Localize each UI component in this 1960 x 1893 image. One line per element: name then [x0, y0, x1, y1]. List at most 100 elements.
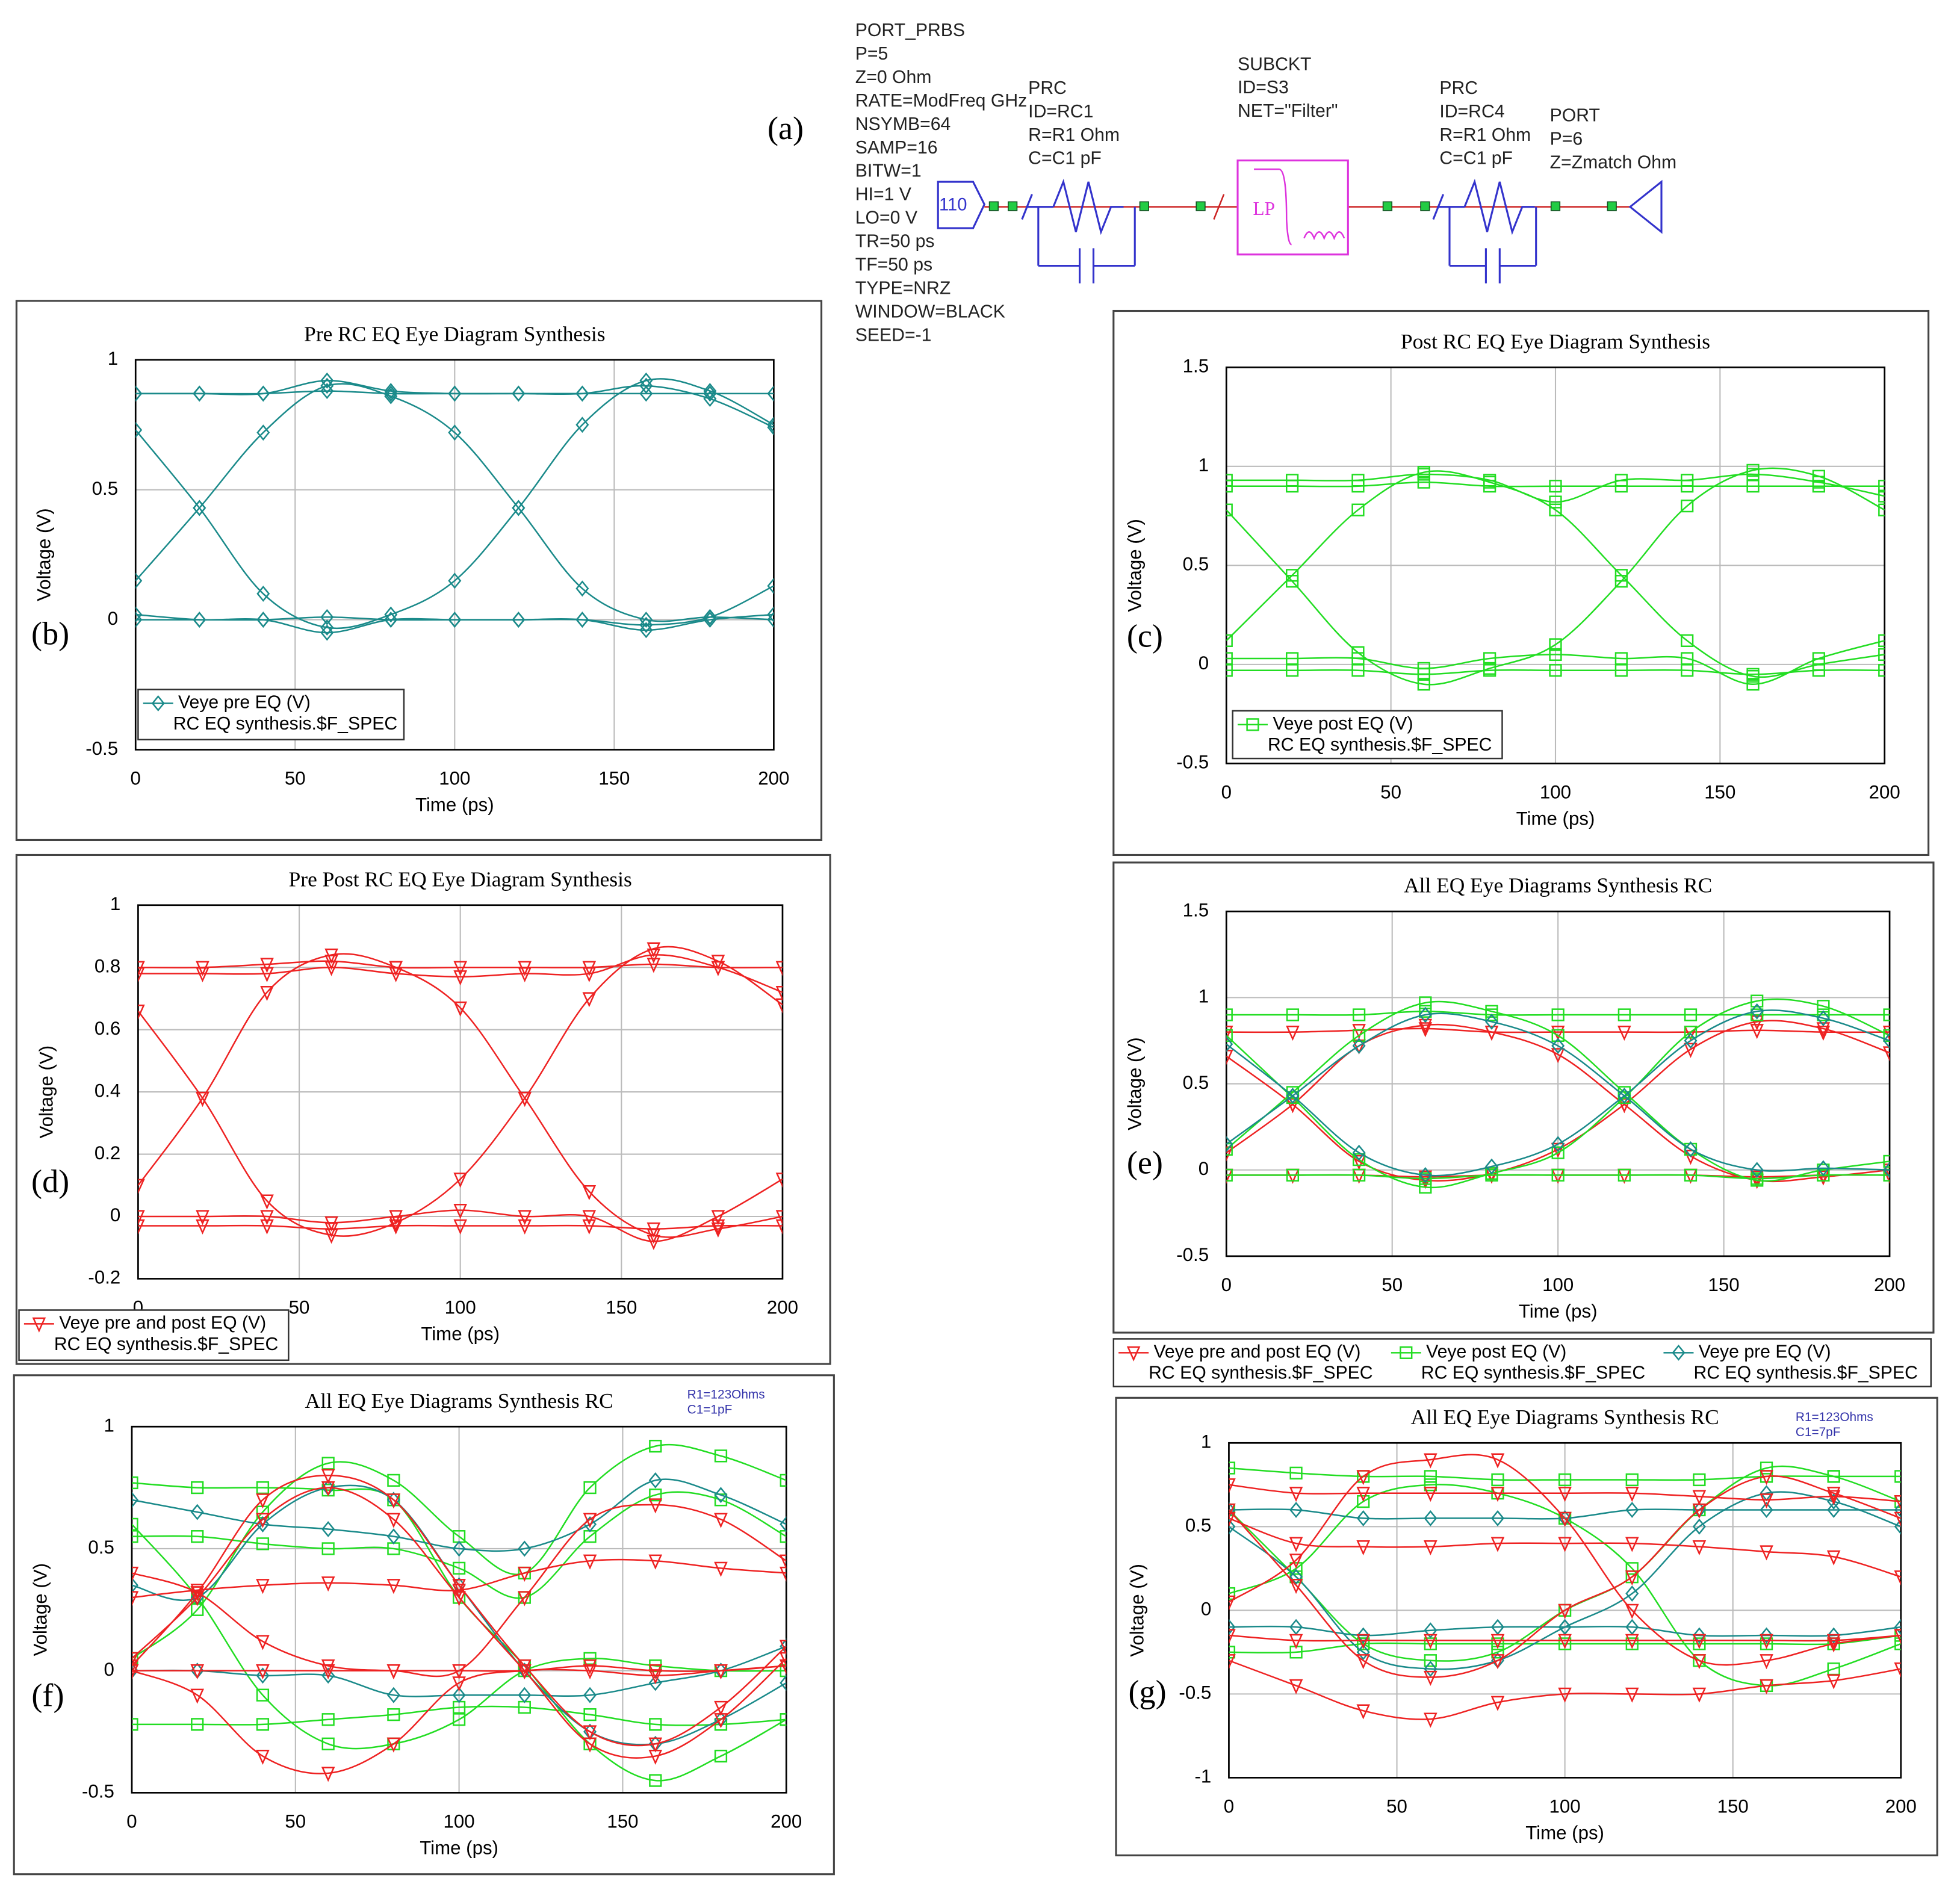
marker — [780, 1473, 787, 1487]
marker — [1894, 1518, 1901, 1535]
marker — [1746, 668, 1760, 681]
x-tick-label: 100 — [1540, 782, 1571, 803]
chart-title: All EQ Eye Diagrams Synthesis RC — [305, 1389, 613, 1413]
marker — [1485, 1168, 1498, 1182]
marker — [1289, 1619, 1303, 1635]
marker — [1229, 1461, 1236, 1475]
marker — [321, 1457, 335, 1470]
schematic — [937, 160, 1663, 283]
marker — [1424, 1540, 1437, 1556]
marker — [448, 385, 462, 402]
marker — [1424, 1510, 1437, 1526]
marker — [639, 612, 653, 628]
trace — [138, 946, 783, 1237]
x-tick-label: 200 — [1885, 1796, 1917, 1817]
marker — [384, 606, 398, 623]
marker — [518, 1591, 532, 1606]
marker — [648, 1498, 663, 1514]
marker — [1684, 1026, 1698, 1039]
trace — [1226, 1020, 1890, 1182]
marker — [780, 1530, 787, 1543]
marker — [1882, 1026, 1890, 1041]
marker — [711, 961, 725, 976]
trace — [1226, 1012, 1890, 1172]
marker — [1692, 1540, 1707, 1556]
y-tick-label: -0.2 — [88, 1267, 120, 1288]
y-tick-label: 0.4 — [95, 1080, 120, 1101]
y-tick-label: 1 — [110, 893, 120, 914]
marker — [256, 1481, 270, 1495]
x-tick-label: 50 — [285, 1811, 306, 1832]
marker — [648, 1472, 662, 1489]
marker — [1760, 1627, 1773, 1644]
component-param: TF=50 ps — [855, 255, 932, 275]
marker — [260, 985, 274, 1002]
marker — [1625, 1487, 1639, 1502]
marker — [1490, 1619, 1504, 1635]
marker — [1894, 1470, 1901, 1483]
marker — [703, 391, 717, 407]
marker — [1760, 1502, 1773, 1518]
marker — [1760, 1637, 1773, 1650]
x-tick-label: 0 — [1221, 782, 1232, 803]
marker — [1417, 476, 1430, 489]
trace — [1229, 1491, 1901, 1670]
trace — [1226, 1011, 1890, 1016]
marker — [1614, 652, 1628, 665]
trace — [138, 1178, 783, 1242]
marker — [138, 1179, 145, 1194]
marker — [1286, 1026, 1300, 1041]
marker — [639, 377, 653, 394]
marker — [1418, 1022, 1433, 1038]
marker — [714, 1664, 728, 1680]
marker — [131, 1718, 138, 1731]
marker — [1490, 1696, 1505, 1711]
legend-marker — [32, 1317, 46, 1333]
legend-label: Veye post EQ (V) — [1426, 1342, 1566, 1362]
trace — [131, 1491, 787, 1599]
y-tick-label: -0.5 — [1176, 752, 1209, 773]
marker — [1826, 1490, 1841, 1505]
marker — [775, 1210, 783, 1225]
marker — [135, 606, 143, 623]
marker — [324, 1216, 338, 1232]
marker — [1226, 652, 1233, 665]
trace — [131, 1705, 787, 1726]
trace — [1226, 1009, 1890, 1177]
marker — [1883, 1154, 1890, 1168]
y-tick-label: 0 — [1199, 1158, 1209, 1179]
component-param: R=R1 Ohm — [1028, 125, 1120, 145]
component-param: LO=0 V — [855, 208, 917, 228]
marker — [1490, 1487, 1505, 1502]
marker — [1894, 1662, 1901, 1678]
x-tick-label: 200 — [1874, 1274, 1905, 1295]
marker — [703, 383, 717, 400]
nodes — [988, 201, 1617, 211]
marker — [775, 985, 783, 1002]
y-axis-label: Voltage (V) — [1124, 519, 1146, 612]
trace — [1229, 1484, 1901, 1502]
marker — [256, 1537, 270, 1551]
marker — [1286, 1088, 1300, 1105]
marker — [1419, 1172, 1432, 1185]
marker — [1356, 1627, 1370, 1644]
trace — [131, 1504, 787, 1678]
marker — [1551, 1029, 1565, 1042]
marker — [256, 1718, 270, 1731]
y-tick-label: 0.5 — [1185, 1515, 1211, 1536]
marker — [1286, 1008, 1300, 1021]
marker — [1750, 1170, 1764, 1186]
marker — [1878, 634, 1885, 648]
marker — [193, 612, 206, 628]
plot-frame — [1225, 910, 1891, 1257]
marker — [1551, 1146, 1565, 1159]
marker — [775, 1173, 783, 1188]
x-tick-label: 50 — [1382, 1274, 1403, 1295]
marker — [320, 619, 334, 636]
marker — [1617, 1026, 1631, 1041]
marker — [1226, 634, 1233, 648]
marker — [1549, 495, 1562, 509]
marker — [1490, 1537, 1505, 1552]
marker — [1226, 1142, 1233, 1156]
